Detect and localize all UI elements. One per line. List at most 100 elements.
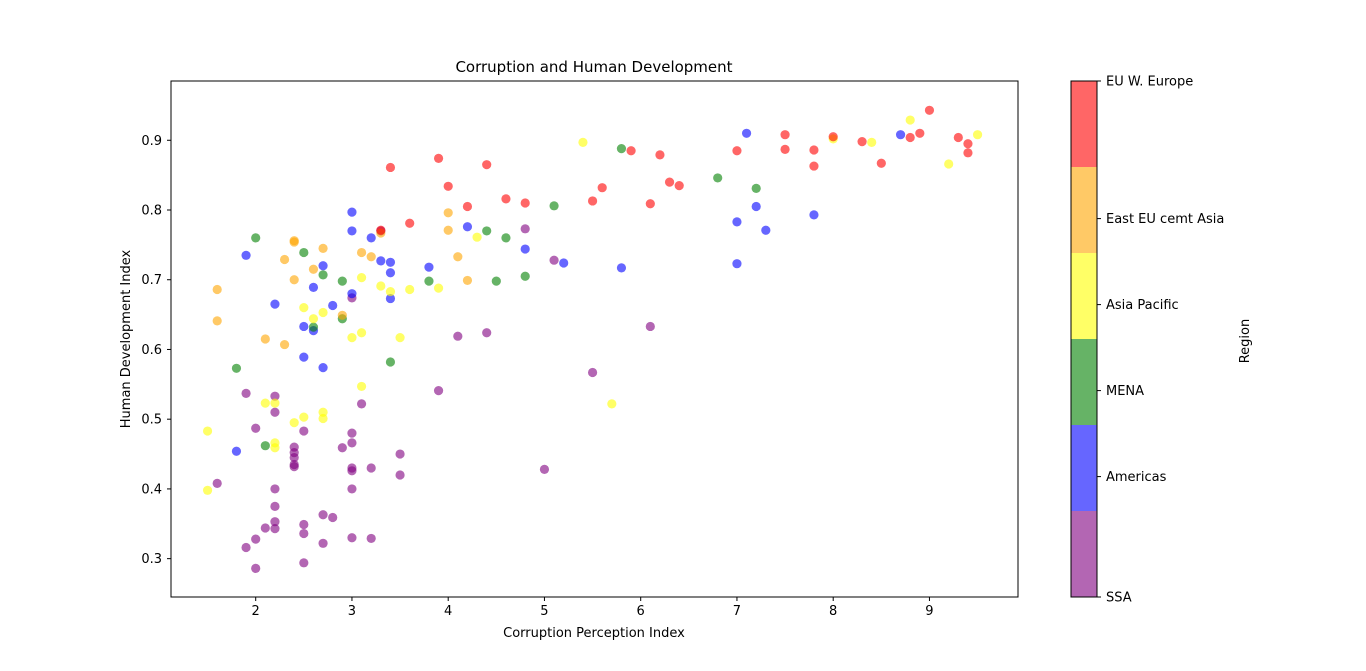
point-asia-pacific-13 [347, 333, 357, 343]
colorbar-segment [1071, 511, 1097, 597]
point-americas-23 [732, 259, 742, 269]
point-americas-4 [299, 321, 309, 332]
point-asia-pacific-19 [395, 333, 405, 343]
point-eu-w-europe-12 [645, 199, 655, 209]
point-americas-0 [231, 446, 242, 456]
point-eu-w-europe-8 [520, 198, 530, 208]
point-asia-pacific-29 [972, 130, 983, 140]
point-eu-w-europe-14 [664, 177, 675, 187]
point-asia-pacific-6 [289, 418, 299, 428]
point-ssa-2 [251, 563, 261, 574]
point-east-eu-cemt-asia-1 [212, 284, 222, 295]
point-east-eu-cemt-asia-17 [462, 275, 473, 286]
x-axis: 2 3 4 5 6 7 8 9 [252, 597, 934, 619]
point-east-eu-cemt-asia-12 [366, 252, 376, 262]
point-americas-6 [308, 282, 319, 292]
point-asia-pacific-21 [433, 283, 444, 293]
point-eu-w-europe-20 [809, 145, 819, 155]
point-east-eu-cemt-asia-9 [318, 243, 328, 253]
y-tick-label: 0.3 [141, 552, 162, 567]
point-eu-w-europe-3 [433, 153, 444, 163]
y-tick-label: 0.6 [141, 343, 162, 358]
colorbar-frame [1070, 80, 1098, 598]
point-east-eu-cemt-asia-2 [260, 334, 270, 344]
x-tick-label: 6 [637, 604, 645, 619]
point-asia-pacific-18 [385, 286, 396, 297]
point-asia-pacific-8 [299, 303, 309, 313]
point-mena-16 [713, 173, 723, 183]
x-tick-label: 7 [733, 604, 741, 619]
point-americas-3 [299, 352, 309, 362]
point-americas-25 [741, 128, 752, 138]
point-ssa-46 [549, 255, 559, 265]
point-ssa-29 [366, 463, 376, 473]
point-eu-w-europe-24 [905, 132, 915, 143]
point-americas-13 [366, 233, 376, 243]
point-mena-4 [308, 322, 319, 332]
y-axis: 0.3 0.4 0.5 0.6 0.7 0.8 0.9 [141, 134, 171, 567]
point-americas-16 [385, 268, 396, 278]
point-americas-29 [895, 130, 906, 140]
point-eu-w-europe-26 [924, 105, 935, 115]
point-ssa-10 [299, 528, 309, 539]
point-asia-pacific-17 [376, 281, 386, 291]
point-asia-pacific-14 [356, 381, 367, 392]
point-asia-pacific-2 [260, 398, 270, 408]
point-asia-pacific-28 [944, 159, 954, 169]
point-americas-26 [751, 201, 761, 212]
x-axis-label: Corruption Perception Index [503, 626, 685, 641]
point-mena-9 [424, 276, 434, 286]
point-americas-10 [347, 289, 357, 299]
point-asia-pacific-15 [356, 328, 367, 338]
x-tick-label: 3 [348, 604, 356, 619]
point-ssa-15 [347, 533, 357, 543]
point-ssa-26 [347, 463, 357, 473]
colorbar-label: Region [1238, 319, 1253, 364]
point-ssa-31 [395, 449, 405, 459]
point-asia-pacific-16 [356, 273, 367, 283]
point-americas-28 [809, 210, 819, 220]
point-ssa-37 [433, 386, 444, 396]
point-eu-w-europe-9 [587, 196, 598, 206]
point-eu-w-europe-22 [857, 137, 867, 147]
point-ssa-12 [318, 538, 328, 548]
point-mena-1 [251, 233, 261, 243]
point-east-eu-cemt-asia-0 [212, 316, 222, 326]
point-eu-w-europe-29 [963, 139, 973, 149]
point-americas-9 [328, 300, 338, 311]
point-asia-pacific-0 [202, 485, 213, 495]
colorbar-tick-label: Americas [1106, 470, 1167, 485]
x-tick-label: 5 [540, 604, 548, 619]
point-ssa-8 [270, 484, 280, 494]
point-eu-w-europe-18 [780, 130, 790, 140]
colorbar-tick-label: SSA [1106, 591, 1132, 606]
point-ssa-17 [347, 484, 357, 494]
point-ssa-22 [289, 442, 299, 452]
point-ssa-4 [260, 523, 270, 533]
point-eu-w-europe-27 [953, 132, 963, 143]
point-eu-w-europe-5 [462, 201, 473, 212]
point-ssa-28 [347, 428, 357, 438]
point-east-eu-cemt-asia-8 [308, 264, 319, 274]
plot-area [170, 80, 1019, 598]
colorbar-tick-label: Asia Pacific [1106, 298, 1179, 313]
point-mena-8 [385, 357, 396, 367]
point-ssa-45 [520, 224, 530, 234]
y-tick-label: 0.4 [141, 482, 162, 497]
point-ssa-30 [395, 470, 405, 480]
x-tick-label: 4 [444, 604, 452, 619]
point-mena-0 [231, 363, 242, 373]
point-americas-24 [732, 217, 742, 227]
point-ssa-24 [337, 443, 347, 453]
x-tick-label: 2 [252, 604, 260, 619]
x-tick-label: 8 [829, 604, 837, 619]
colorbar-tick-label: East EU cemt Asia [1106, 212, 1224, 227]
point-asia-pacific-20 [405, 284, 415, 295]
colorbar-tick-label: EU W. Europe [1106, 75, 1193, 90]
point-mena-12 [501, 233, 511, 243]
point-eu-w-europe-6 [482, 160, 492, 170]
point-eu-w-europe-10 [597, 183, 607, 193]
point-asia-pacific-12 [318, 307, 328, 318]
